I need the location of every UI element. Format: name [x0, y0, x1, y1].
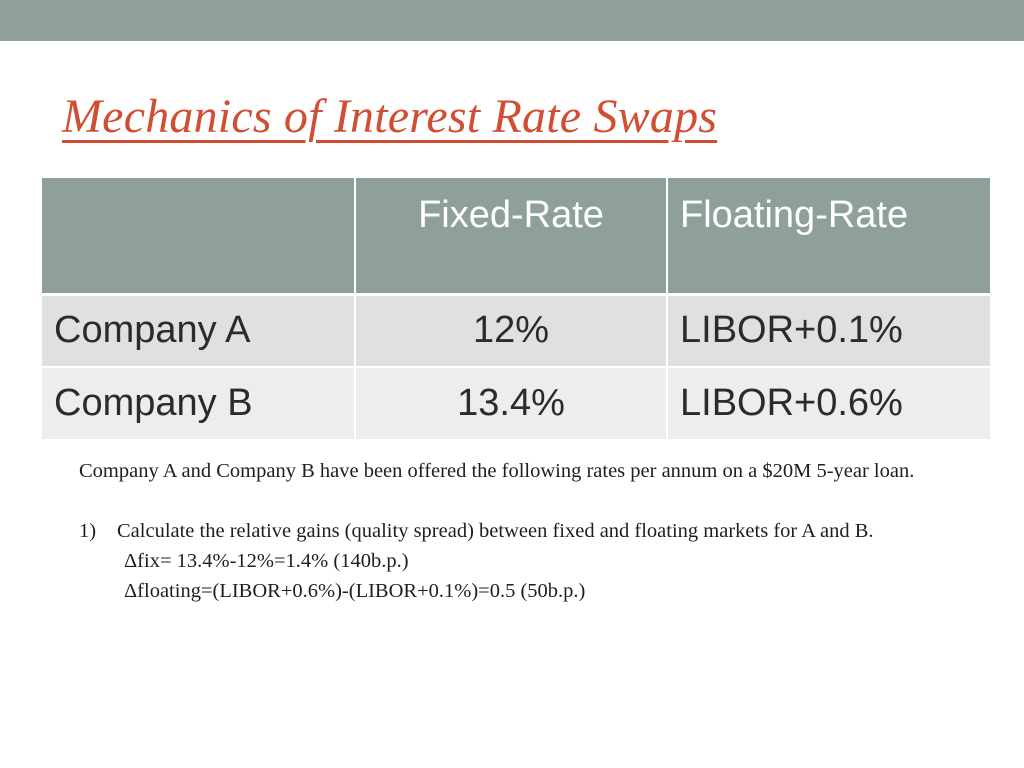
table-header-row: Fixed-Rate Floating-Rate: [42, 178, 990, 296]
header-cell-empty: [42, 178, 356, 296]
rates-table: Fixed-Rate Floating-Rate Company A 12% L…: [42, 178, 990, 441]
intro-paragraph: Company A and Company B have been offere…: [79, 460, 915, 482]
floating-rate-cell: LIBOR+0.1%: [667, 294, 990, 368]
table-row: Company B 13.4% LIBOR+0.6%: [42, 367, 990, 441]
slide-title: Mechanics of Interest Rate Swaps: [62, 90, 718, 143]
fixed-rate-cell: 13.4%: [355, 367, 668, 441]
question-text: Calculate the relative gains (quality sp…: [117, 520, 874, 542]
floating-spread-calculation: Δfloating=(LIBOR+0.6%)-(LIBOR+0.1%)=0.5 …: [124, 580, 586, 602]
top-decorative-band: [0, 0, 1024, 41]
header-fixed-rate: Fixed-Rate: [355, 178, 668, 296]
floating-rate-cell: LIBOR+0.6%: [667, 367, 990, 441]
company-name-cell: Company B: [42, 367, 356, 441]
slide-body-text: Company A and Company B have been offere…: [79, 456, 959, 606]
numbered-list-item: 1) Calculate the relative gains (quality…: [79, 516, 959, 546]
fixed-rate-cell: 12%: [355, 294, 668, 368]
fixed-spread-calculation: Δfix= 13.4%-12%=1.4% (140b.p.): [124, 550, 409, 572]
list-number: 1): [79, 520, 97, 542]
header-floating-rate: Floating-Rate: [667, 178, 990, 296]
paragraph-spacer: [79, 486, 959, 516]
table-row: Company A 12% LIBOR+0.1%: [42, 294, 990, 368]
company-name-cell: Company A: [42, 294, 356, 368]
